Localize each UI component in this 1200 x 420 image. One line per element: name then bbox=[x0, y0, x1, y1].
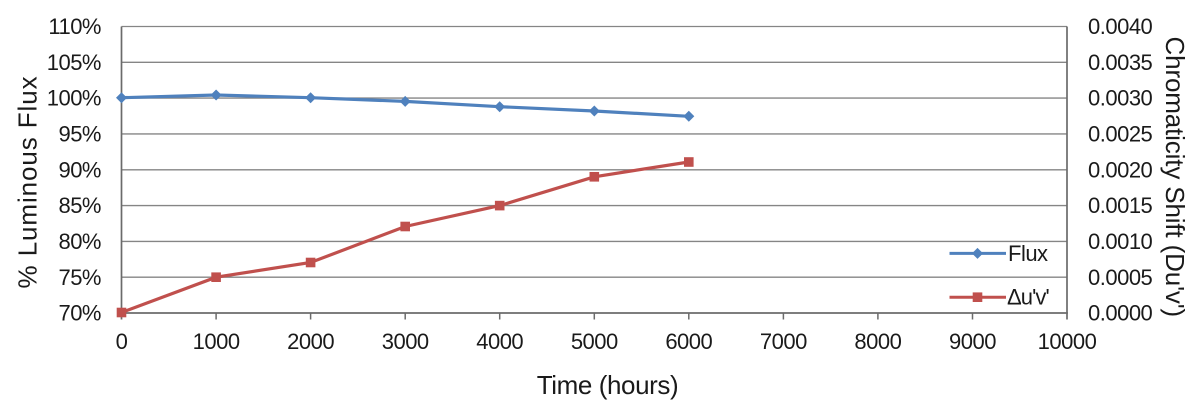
svg-text:0: 0 bbox=[116, 329, 128, 354]
svg-text:0.0020: 0.0020 bbox=[1088, 157, 1153, 182]
svg-text:0.0040: 0.0040 bbox=[1088, 14, 1153, 39]
svg-text:3000: 3000 bbox=[382, 329, 429, 354]
svg-text:Flux: Flux bbox=[1008, 241, 1048, 266]
svg-text:Time (hours): Time (hours) bbox=[537, 370, 679, 400]
svg-text:Chromaticity Shift (Du'v'): Chromaticity Shift (Du'v') bbox=[1160, 37, 1190, 318]
svg-text:95%: 95% bbox=[58, 122, 101, 147]
svg-text:100%: 100% bbox=[47, 86, 101, 111]
svg-text:4000: 4000 bbox=[476, 329, 523, 354]
svg-text:6000: 6000 bbox=[665, 329, 712, 354]
svg-text:7000: 7000 bbox=[760, 329, 807, 354]
svg-text:0.0025: 0.0025 bbox=[1088, 122, 1153, 147]
svg-text:105%: 105% bbox=[47, 50, 101, 75]
svg-text:0.0010: 0.0010 bbox=[1088, 229, 1153, 254]
svg-text:Δu'v': Δu'v' bbox=[1007, 285, 1050, 310]
svg-text:8000: 8000 bbox=[854, 329, 901, 354]
svg-text:0.0030: 0.0030 bbox=[1088, 86, 1153, 111]
svg-text:2000: 2000 bbox=[287, 329, 334, 354]
svg-text:0.0035: 0.0035 bbox=[1088, 50, 1153, 75]
svg-text:9000: 9000 bbox=[949, 329, 996, 354]
svg-text:85%: 85% bbox=[58, 193, 101, 218]
svg-text:70%: 70% bbox=[58, 301, 101, 326]
svg-text:0.0015: 0.0015 bbox=[1088, 193, 1153, 218]
svg-text:0.0005: 0.0005 bbox=[1088, 265, 1153, 290]
svg-text:75%: 75% bbox=[58, 265, 101, 290]
svg-text:5000: 5000 bbox=[571, 329, 618, 354]
svg-text:10000: 10000 bbox=[1038, 329, 1097, 354]
svg-text:% Luminous Flux: % Luminous Flux bbox=[13, 76, 43, 289]
svg-text:90%: 90% bbox=[58, 157, 101, 182]
svg-text:1000: 1000 bbox=[193, 329, 240, 354]
svg-text:110%: 110% bbox=[48, 14, 101, 39]
svg-text:0.0000: 0.0000 bbox=[1088, 301, 1153, 326]
svg-text:80%: 80% bbox=[58, 229, 101, 254]
